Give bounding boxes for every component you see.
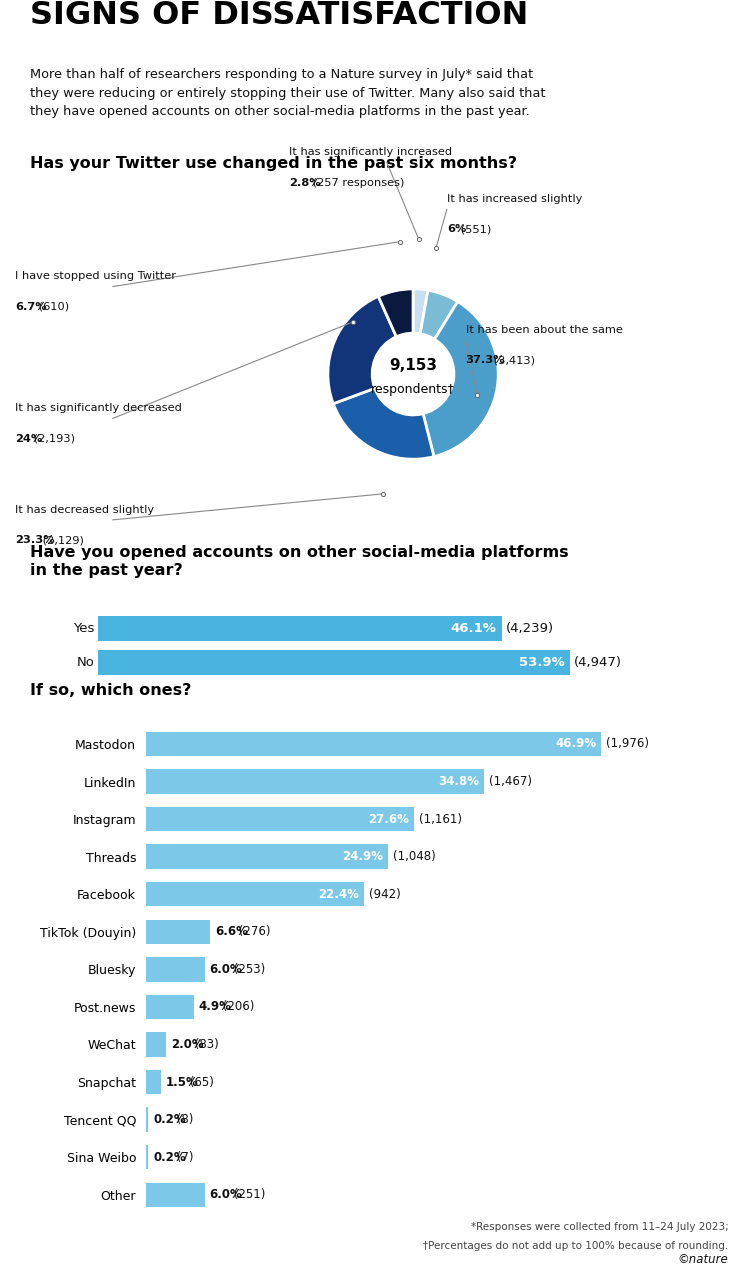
Wedge shape [328,297,397,403]
Text: (610): (610) [35,302,68,312]
Text: It has increased slightly: It has increased slightly [447,194,582,204]
Text: 24%: 24% [15,434,42,444]
Text: (206): (206) [219,1000,255,1013]
Text: 4.9%: 4.9% [199,1000,232,1013]
Text: 2.0%: 2.0% [170,1038,204,1051]
Bar [146,1032,166,1056]
Text: (276): (276) [236,926,271,938]
Text: 0.2%: 0.2% [153,1113,185,1126]
Text: (7): (7) [173,1150,194,1164]
Bar [146,732,602,756]
Text: ©nature: ©nature [677,1253,728,1265]
Text: (8): (8) [173,1113,194,1126]
Text: 6%: 6% [447,224,466,235]
Text: 22.4%: 22.4% [318,888,359,900]
Text: If so, which ones?: If so, which ones? [30,683,192,699]
Text: 1.5%: 1.5% [166,1075,198,1088]
Text: 6.7%: 6.7% [15,302,47,312]
Bar [146,883,363,907]
Text: (4,239): (4,239) [506,621,554,635]
Text: (251): (251) [230,1188,265,1201]
Text: (942): (942) [369,888,400,900]
Text: It has decreased slightly: It has decreased slightly [15,505,154,515]
Text: 6.0%: 6.0% [210,1188,243,1201]
Bar [146,994,194,1019]
Text: 46.1%: 46.1% [451,621,496,635]
Text: It has been about the same: It has been about the same [466,325,623,335]
Text: 6.6%: 6.6% [216,926,248,938]
Text: 9,153: 9,153 [389,358,437,373]
Text: (1,467): (1,467) [489,775,532,787]
Text: (4,947): (4,947) [575,656,623,670]
Bar [146,919,210,943]
Bar [98,616,502,640]
Text: (2,129): (2,129) [40,535,84,545]
Bar [146,1107,149,1132]
Text: More than half of researchers responding to a Nature survey in July* said that
t: More than half of researchers responding… [30,68,545,118]
Text: Has your Twitter use changed in the past six months?: Has your Twitter use changed in the past… [30,156,517,171]
Bar [146,1145,149,1169]
Text: 24.9%: 24.9% [342,850,383,864]
Text: (1,161): (1,161) [419,813,462,825]
Text: Have you opened accounts on other social-media platforms
in the past year?: Have you opened accounts on other social… [30,545,569,578]
Bar [146,1183,204,1207]
Text: (253): (253) [230,962,265,976]
Text: I have stopped using Twitter: I have stopped using Twitter [15,271,176,281]
Text: 34.8%: 34.8% [438,775,479,787]
Bar [146,806,415,832]
Text: 27.6%: 27.6% [369,813,409,825]
Text: 23.3%: 23.3% [15,535,55,545]
Wedge shape [333,388,434,459]
Text: *Responses were collected from 11–24 July 2023;: *Responses were collected from 11–24 Jul… [471,1222,728,1232]
Wedge shape [379,289,413,337]
Text: It has significantly decreased: It has significantly decreased [15,403,182,413]
Text: 46.9%: 46.9% [556,738,596,751]
Text: 0.2%: 0.2% [153,1150,185,1164]
Text: (257 responses): (257 responses) [309,178,404,188]
Text: respondents†: respondents† [371,383,455,396]
Text: SIGNS OF DISSATISFACTION: SIGNS OF DISSATISFACTION [30,0,529,30]
Wedge shape [421,290,458,340]
Text: 2.8%: 2.8% [289,178,321,188]
Text: (2,193): (2,193) [30,434,74,444]
Text: (551): (551) [457,224,491,235]
Text: It has significantly increased: It has significantly increased [289,147,452,157]
Wedge shape [423,302,498,456]
Text: 6.0%: 6.0% [210,962,243,976]
Text: Yes: Yes [73,621,94,635]
Text: (3,413): (3,413) [490,355,535,365]
Bar [146,957,204,981]
Bar [146,1070,161,1094]
Text: 53.9%: 53.9% [519,656,565,670]
Bar [146,844,388,869]
Text: (1,976): (1,976) [606,738,650,751]
Text: (83): (83) [191,1038,219,1051]
Bar [146,770,484,794]
Wedge shape [413,289,428,333]
Text: (1,048): (1,048) [393,850,436,864]
Text: (65): (65) [186,1075,214,1088]
Bar [98,650,570,675]
Text: 37.3%: 37.3% [466,355,505,365]
Text: No: No [77,656,94,670]
Text: †Percentages do not add up to 100% because of rounding.: †Percentages do not add up to 100% becau… [424,1241,728,1252]
